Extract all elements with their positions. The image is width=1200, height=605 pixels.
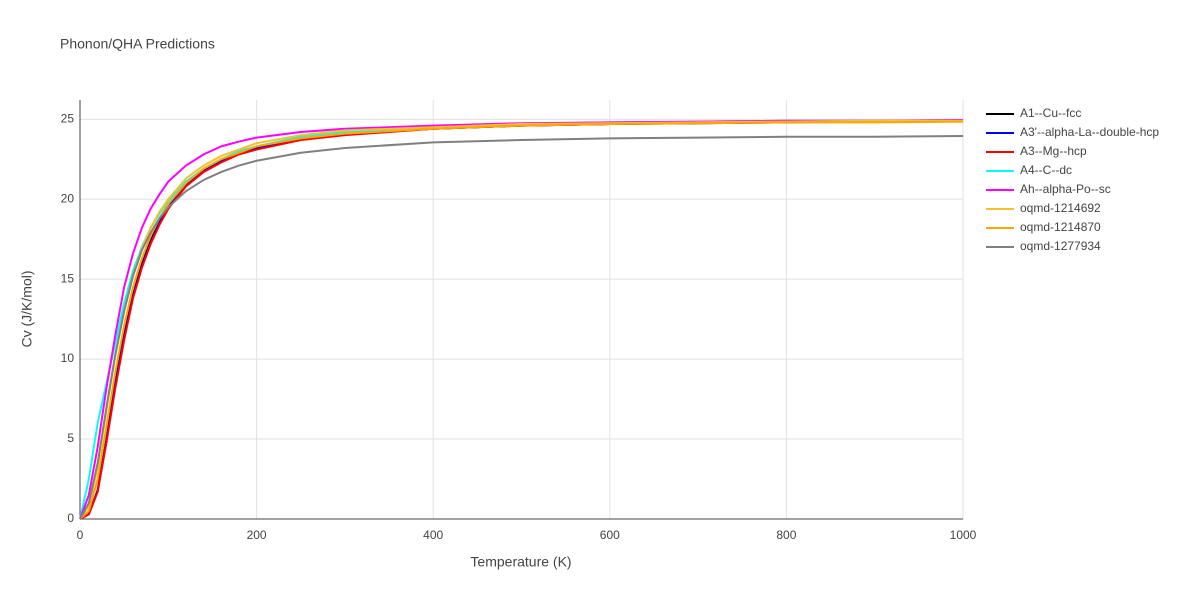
x-tick-label: 800 [776,528,796,542]
x-tick-label: 200 [247,528,267,542]
legend-label: oqmd-1214870 [1020,220,1101,234]
legend-label: A1--Cu--fcc [1020,106,1081,120]
x-tick-label: 0 [77,528,84,542]
legend-label: A4--C--dc [1020,163,1072,177]
x-tick-label: 1000 [950,528,977,542]
series-line [79,119,964,520]
y-tick-label: 10 [61,351,75,365]
series-line [79,119,964,520]
chart-title: Phonon/QHA Predictions [60,36,215,52]
x-tick-label: 400 [423,528,443,542]
legend-label: oqmd-1277934 [1020,239,1101,253]
x-axis-title: Temperature (K) [470,554,571,570]
legend-label: A3'--alpha-La--double-hcp [1020,125,1159,139]
y-tick-label: 0 [67,511,74,525]
x-tick-label: 600 [600,528,620,542]
series-line [79,118,964,520]
legend-label: Ah--alpha-Po--sc [1020,182,1111,196]
series-line [79,120,964,520]
y-axis-title: Cv (J/K/mol) [19,271,35,348]
legend-label: A3--Mg--hcp [1020,144,1087,158]
series-line [79,119,963,520]
y-tick-label: 5 [67,431,74,445]
legend-label: oqmd-1214692 [1020,201,1101,215]
series-line [79,119,963,520]
series-line [79,118,964,520]
y-tick-label: 25 [61,111,75,125]
series-line [79,134,964,520]
y-tick-label: 20 [61,191,75,205]
y-tick-label: 15 [61,271,75,285]
